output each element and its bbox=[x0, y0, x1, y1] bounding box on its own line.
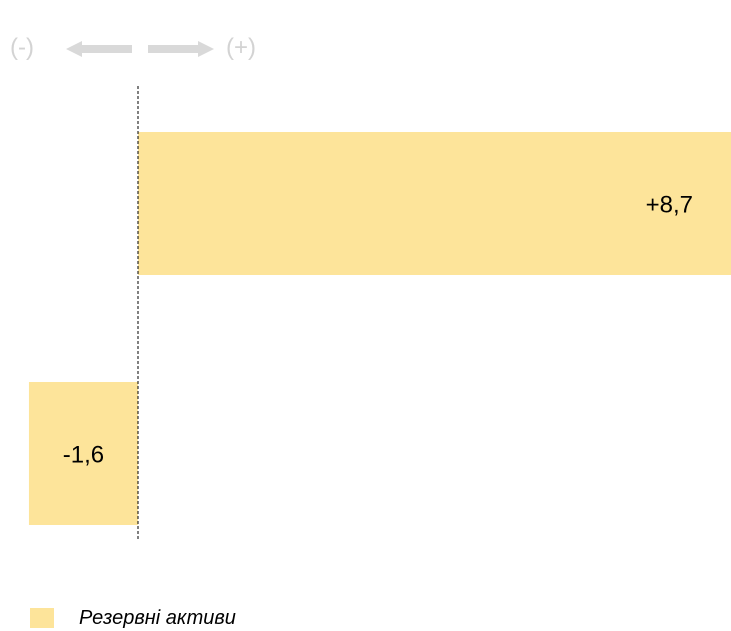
bar-0 bbox=[138, 132, 731, 275]
right-arrow-icon bbox=[148, 41, 214, 57]
legend-label: Резервні активи bbox=[79, 606, 236, 629]
legend-swatch bbox=[30, 608, 54, 628]
data-label-1: -1,6 bbox=[63, 442, 104, 469]
bar-1 bbox=[28, 382, 138, 525]
negative-direction-label: (-) bbox=[10, 34, 34, 61]
data-label-0: +8,7 bbox=[646, 192, 693, 219]
legend: Резервні активи bbox=[30, 606, 236, 630]
left-arrow-icon bbox=[66, 41, 132, 57]
positive-direction-label: (+) bbox=[226, 34, 256, 61]
